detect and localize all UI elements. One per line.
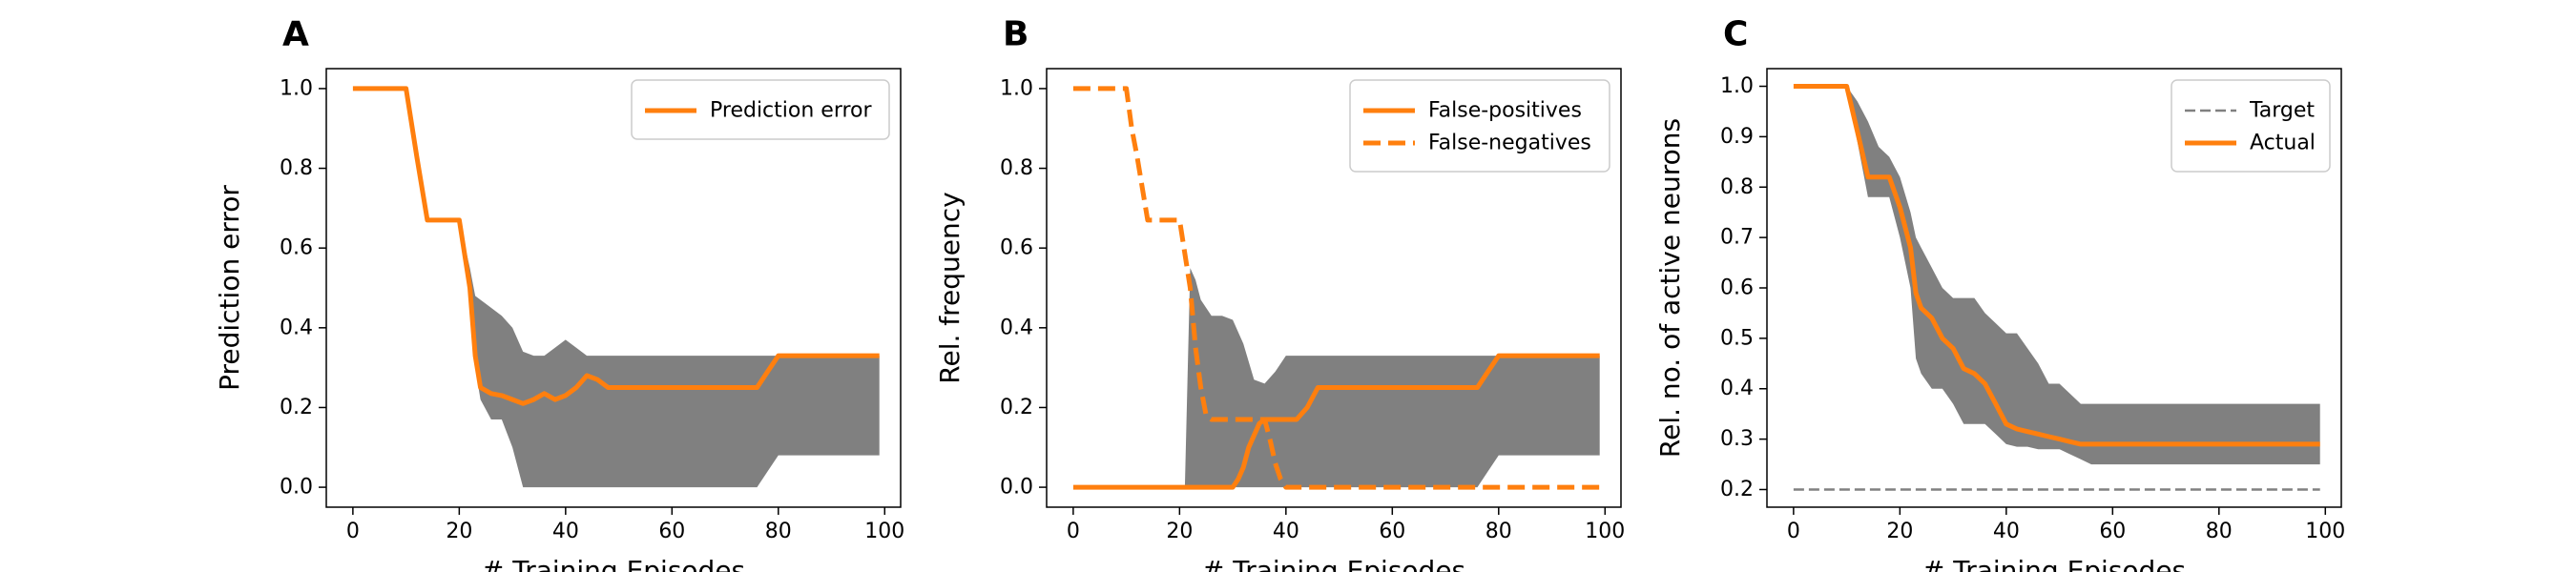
y-tick-label: 0.4 — [1720, 377, 1754, 400]
x-tick-label: 80 — [765, 520, 792, 543]
series-line-actual — [1793, 84, 2320, 447]
legend-label: Prediction error — [710, 99, 872, 123]
legend-box — [2171, 79, 2331, 173]
panel-letter: C — [1723, 15, 1748, 54]
y-tick-label: 0.8 — [1000, 156, 1033, 180]
y-tick-label: 0.8 — [1720, 175, 1754, 199]
legend-label: False-positives — [1428, 99, 1582, 123]
panel-a: A 0 20 40 60 80 100 0.0 0.2 0.4 0.6 0.8 1.0 # Trainin… — [214, 15, 904, 572]
series-line-prediction-error — [352, 86, 880, 406]
range-band — [1072, 268, 1600, 488]
x-tick-label: 80 — [1485, 520, 1512, 543]
plot-area — [352, 86, 880, 488]
series-line-false-positives — [1072, 353, 1600, 490]
range-band — [352, 88, 880, 488]
x-tick-label: 60 — [658, 520, 685, 543]
y-tick-label: 0.6 — [1720, 276, 1754, 300]
x-tick-label: 80 — [2206, 520, 2233, 543]
legend-box — [1349, 79, 1610, 173]
y-tick-label: 0.3 — [1720, 427, 1754, 451]
x-tick-label: 40 — [552, 520, 579, 543]
y-tick-label: 0.2 — [280, 396, 313, 419]
y-tick-label: 0.4 — [280, 316, 313, 339]
x-tick-label: 20 — [1166, 520, 1193, 543]
y-tick-label: 0.2 — [1000, 396, 1033, 419]
y-tick-label: 1.0 — [1720, 74, 1754, 98]
y-tick-label: 0.0 — [1000, 476, 1033, 500]
panel-b: B 0 20 40 60 80 100 0.0 0.2 0.4 0.6 0.8 1.0 # Trainin… — [934, 15, 1625, 572]
x-tick-label: 20 — [1886, 520, 1913, 543]
y-tick-label: 0.7 — [1720, 226, 1754, 250]
series-line-false-negatives — [1072, 86, 1600, 490]
legend-label: Target — [2249, 99, 2315, 123]
range-band — [1793, 86, 2320, 465]
legend-label: False-negatives — [1428, 132, 1591, 155]
x-tick-label: 100 — [864, 520, 904, 543]
x-tick-label: 0 — [346, 520, 360, 543]
y-tick-label: 1.0 — [280, 76, 313, 100]
y-axis-label: Rel. no. of active neurons — [1654, 118, 1686, 458]
x-tick-label: 40 — [1993, 520, 2020, 543]
y-tick-label: 0.8 — [280, 156, 313, 180]
plot-area — [1072, 86, 1600, 490]
x-tick-label: 0 — [1787, 520, 1800, 543]
y-tick-label: 1.0 — [1000, 76, 1033, 100]
x-axis-label: # Training Episodes — [482, 555, 745, 572]
y-tick-label: 0.6 — [280, 236, 313, 260]
panel-letter: B — [1003, 15, 1028, 54]
y-tick-label: 0.0 — [280, 476, 313, 500]
legend-box — [631, 79, 890, 140]
x-tick-label: 20 — [446, 520, 472, 543]
axes-frame — [325, 68, 902, 508]
legend: Target Actual — [2171, 79, 2331, 173]
y-axis-label: Prediction error — [214, 185, 245, 391]
legend: Prediction error — [631, 79, 890, 140]
x-tick-label: 60 — [2099, 520, 2126, 543]
x-tick-label: 60 — [1379, 520, 1405, 543]
y-tick-label: 0.6 — [1000, 236, 1033, 260]
panel-letter: A — [282, 15, 309, 54]
x-tick-label: 100 — [1585, 520, 1625, 543]
plot-area — [1793, 84, 2320, 491]
legend: False-positives False-negatives — [1349, 79, 1610, 173]
y-tick-label: 0.9 — [1720, 125, 1754, 149]
panel-c: C 0 20 40 60 80 100 0.2 0.3 0.4 0.5 0.6 0.7 0.8 0.9 1.0… — [1654, 15, 2345, 572]
x-axis-label: # Training Episodes — [1202, 555, 1465, 572]
x-tick-label: 100 — [2305, 520, 2345, 543]
y-axis-label: Rel. frequency — [934, 192, 966, 383]
x-tick-label: 0 — [1067, 520, 1080, 543]
x-tick-label: 40 — [1273, 520, 1299, 543]
legend-label: Actual — [2250, 132, 2316, 155]
y-tick-label: 0.2 — [1720, 478, 1754, 501]
y-tick-label: 0.4 — [1000, 316, 1033, 339]
x-axis-label: # Training Episodes — [1922, 555, 2186, 572]
y-tick-label: 0.5 — [1720, 326, 1754, 350]
axes-frame — [1046, 68, 1622, 508]
